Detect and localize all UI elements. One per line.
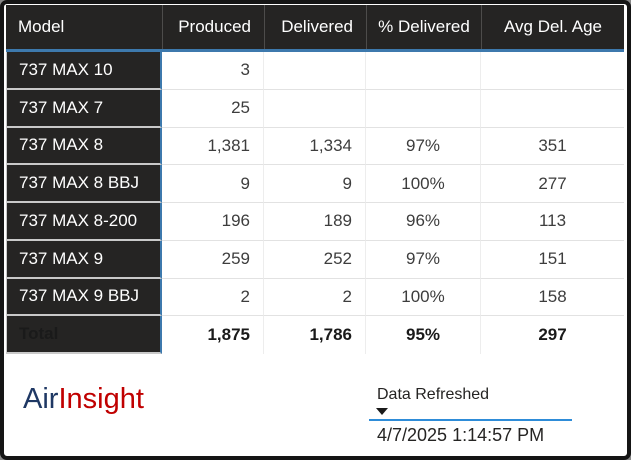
- pct-delivered-cell: 97%: [366, 127, 481, 166]
- column-header-pct-delivered[interactable]: % Delivered: [366, 5, 481, 49]
- produced-cell: 3: [162, 52, 264, 90]
- table-row[interactable]: 737 MAX 7 25: [6, 89, 624, 128]
- avg-del-age-cell: 113: [481, 203, 624, 241]
- avg-del-age-cell: 297: [538, 325, 567, 345]
- avg-del-age-cell: 351: [481, 128, 624, 166]
- table-row[interactable]: 737 MAX 8 BBJ 9 9 100% 277: [6, 165, 624, 203]
- model-cell: 737 MAX 7: [6, 89, 162, 128]
- model-cell: Total: [6, 316, 162, 354]
- avg-del-age-cell: 158: [481, 279, 624, 317]
- avg-del-age-cell: 277: [481, 165, 624, 203]
- table-row[interactable]: 737 MAX 8 1,381 1,334 97% 351: [6, 127, 624, 166]
- table-row[interactable]: 737 MAX 9 259 252 97% 151: [6, 240, 624, 279]
- delivered-cell: 1,786: [264, 316, 366, 354]
- slicer-underline: [369, 419, 572, 421]
- pct-delivered-cell: 100%: [366, 278, 481, 317]
- avg-del-age-cell: [481, 90, 624, 128]
- pct-delivered-cell: 97%: [366, 240, 481, 279]
- model-cell: 737 MAX 8 BBJ: [6, 165, 162, 203]
- model-cell: 737 MAX 9 BBJ: [6, 278, 162, 317]
- delivered-cell: 189: [264, 203, 366, 241]
- produced-cell: 2: [162, 278, 264, 317]
- produced-cell: 1,875: [162, 316, 264, 354]
- model-cell: 737 MAX 8-200: [6, 203, 162, 241]
- pct-delivered-cell: 95%: [366, 316, 481, 354]
- pct-delivered-cell: [366, 52, 481, 90]
- data-refreshed-label: Data Refreshed: [377, 386, 490, 403]
- table-row[interactable]: 737 MAX 10 3: [6, 52, 624, 90]
- table-row[interactable]: 737 MAX 9 BBJ 2 2 100% 158: [6, 278, 624, 317]
- avg-del-age-cell: 151: [481, 241, 624, 279]
- delivered-cell: 1,334: [264, 127, 366, 166]
- produced-cell: 259: [162, 240, 264, 279]
- delivered-cell: 2: [264, 278, 366, 317]
- delivered-cell: [264, 89, 366, 128]
- table-row-total[interactable]: Total 1,875 1,786 95% 297: [6, 316, 624, 354]
- pct-delivered-cell: 100%: [366, 165, 481, 203]
- logo-air-text: Air: [23, 383, 59, 415]
- airinsight-logo: AirInsight: [23, 383, 144, 416]
- produced-cell: 25: [162, 89, 264, 128]
- model-cell: 737 MAX 9: [6, 240, 162, 279]
- delivered-cell: [264, 52, 366, 90]
- deliveries-table: Model Produced Delivered % Delivered Avg…: [6, 5, 624, 354]
- produced-cell: 9: [162, 165, 264, 203]
- delivered-cell: 252: [264, 240, 366, 279]
- table-header-row: Model Produced Delivered % Delivered Avg…: [6, 5, 624, 52]
- column-header-delivered[interactable]: Delivered: [264, 5, 366, 49]
- column-header-avg-del-age[interactable]: Avg Del. Age: [481, 5, 624, 49]
- data-refreshed-value[interactable]: 4/7/2025 1:14:57 PM: [377, 425, 545, 445]
- pct-delivered-cell: 96%: [366, 203, 481, 241]
- model-cell: 737 MAX 8: [6, 127, 162, 166]
- model-cell: 737 MAX 10: [6, 52, 162, 90]
- delivered-cell: 9: [264, 165, 366, 203]
- column-header-model[interactable]: Model: [18, 17, 65, 36]
- table-row[interactable]: 737 MAX 8-200 196 189 96% 113: [6, 203, 624, 241]
- column-header-produced[interactable]: Produced: [162, 5, 264, 49]
- pct-delivered-cell: [366, 89, 481, 128]
- caret-down-icon[interactable]: [376, 408, 388, 415]
- logo-insight-text: Insight: [58, 383, 144, 415]
- table-body: 737 MAX 10 3 737 MAX 7 25 737 MAX 8 1,38…: [6, 52, 624, 354]
- avg-del-age-cell: [481, 52, 624, 90]
- produced-cell: 1,381: [162, 127, 264, 166]
- produced-cell: 196: [162, 203, 264, 241]
